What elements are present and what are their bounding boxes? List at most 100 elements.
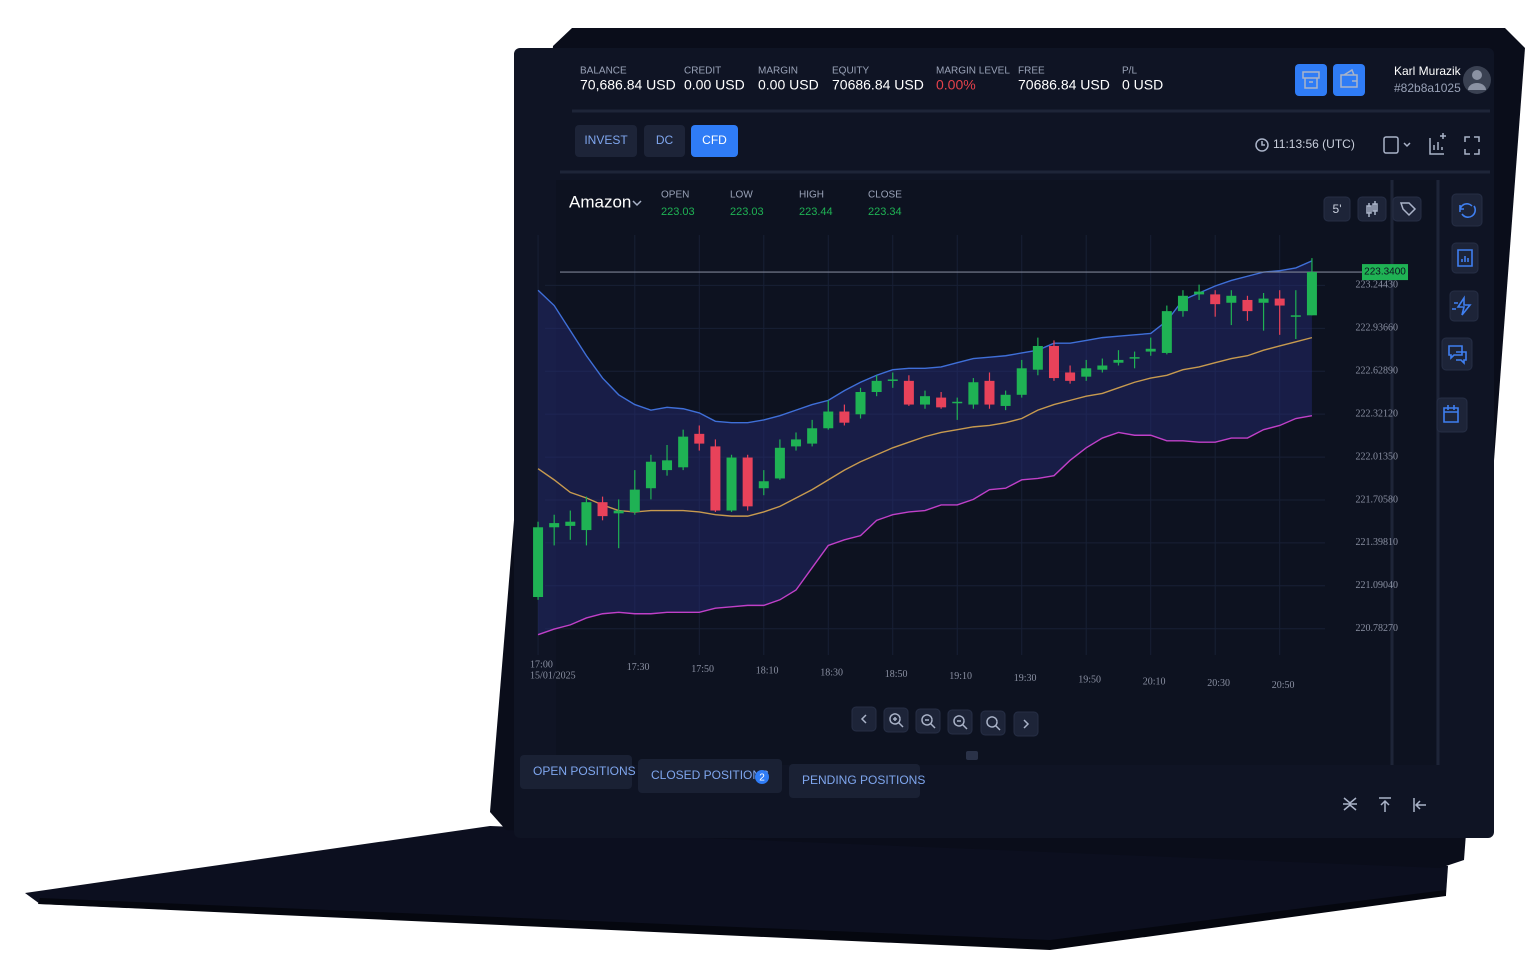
deposit-button[interactable] — [1295, 64, 1327, 96]
positions-tab[interactable] — [520, 755, 632, 789]
candle-body — [758, 481, 769, 489]
zoom-icon — [1023, 719, 1030, 729]
chart-type-button[interactable] — [1357, 196, 1387, 222]
x-tick-label: 18:30 — [820, 667, 843, 678]
stat-label: FREE — [1018, 66, 1045, 77]
candle-body — [1081, 368, 1092, 377]
candle-body — [1290, 315, 1301, 317]
candle-body — [533, 527, 544, 598]
stat-value: 0.00 USD — [758, 77, 819, 93]
avatar-body — [1468, 83, 1486, 90]
stat-value: 70,686.84 USD — [580, 77, 676, 93]
icon — [1302, 71, 1320, 89]
ohlc-label: LOW — [730, 190, 753, 201]
candle-body — [1097, 365, 1108, 370]
zoom-button[interactable] — [883, 707, 909, 733]
sidebar-button[interactable] — [1449, 290, 1479, 322]
fullscreen-button[interactable] — [1464, 136, 1480, 155]
sidebar-button[interactable] — [1451, 193, 1483, 227]
positions-tab[interactable] — [789, 764, 920, 798]
tab[interactable] — [575, 125, 637, 157]
expand-button[interactable] — [1379, 797, 1391, 812]
icon — [1457, 249, 1473, 267]
candle-body — [1048, 345, 1059, 379]
x-tick-label: 20:10 — [1143, 676, 1166, 687]
candle-body — [774, 447, 785, 479]
candle-body — [1194, 291, 1205, 295]
resize-handle[interactable] — [966, 751, 978, 760]
badge — [755, 770, 769, 784]
indicator-button[interactable] — [1429, 133, 1446, 155]
candle-body — [1016, 368, 1027, 395]
layout-button[interactable] — [1383, 136, 1399, 154]
sidebar-button[interactable] — [1436, 397, 1468, 433]
clock-icon — [1255, 138, 1269, 152]
wallet-button[interactable] — [1333, 64, 1365, 96]
tab[interactable] — [644, 125, 685, 157]
y-tick-label: 221.70580 — [1356, 494, 1399, 505]
positions-tab-label: OPEN POSITIONS — [533, 764, 636, 778]
icon — [1448, 345, 1467, 365]
zoom-button[interactable] — [980, 710, 1006, 736]
icon — [1366, 201, 1378, 217]
candle-body — [855, 392, 866, 415]
ohlc-value: 223.03 — [661, 206, 695, 218]
icon — [1452, 295, 1472, 316]
zoom-icon — [986, 716, 1001, 731]
candle-body — [597, 502, 608, 517]
stat-label: P/L — [1122, 66, 1137, 77]
candle-body — [1210, 294, 1221, 305]
price-tag-label: 223.3400 — [1364, 267, 1406, 278]
tab-label: DC — [656, 133, 674, 147]
positions-tab[interactable] — [638, 759, 782, 793]
stat-label: MARGIN — [758, 66, 798, 77]
tab-label: CFD — [702, 133, 727, 147]
x-tick-label: 20:30 — [1207, 678, 1230, 689]
zoom-button[interactable] — [1013, 711, 1039, 737]
y-tick-label: 222.32120 — [1356, 408, 1399, 419]
zoom-icon — [921, 714, 936, 729]
candle-body — [613, 510, 624, 514]
ohlc-label: OPEN — [661, 190, 689, 201]
candle-body — [565, 521, 576, 526]
candle-body — [1274, 298, 1285, 306]
collapse-button[interactable] — [1343, 797, 1357, 811]
candle-body — [984, 380, 995, 405]
ohlc-value: 223.03 — [730, 206, 764, 218]
candle-body — [1032, 345, 1043, 370]
icon — [1340, 68, 1358, 88]
candle-body — [1000, 394, 1011, 406]
icon — [1443, 405, 1459, 423]
symbol-title[interactable]: Amazon — [569, 192, 631, 211]
x-tick-label: 20:50 — [1272, 680, 1295, 691]
candle-body — [871, 380, 882, 393]
candle-body — [1129, 357, 1140, 359]
ohlc-label: CLOSE — [868, 190, 902, 201]
icon — [1459, 202, 1477, 218]
tab[interactable] — [691, 125, 738, 157]
positions-tab-label: CLOSED POSITIONS — [651, 768, 769, 782]
candle-body — [968, 382, 979, 405]
zoom-button[interactable] — [915, 708, 941, 734]
candle-body — [1258, 298, 1269, 303]
zoom-icon — [860, 714, 867, 724]
price-tag — [1362, 264, 1408, 281]
candle-body — [694, 433, 705, 444]
zoom-button[interactable] — [851, 706, 877, 732]
dock-button[interactable] — [1413, 798, 1426, 812]
sidebar-button[interactable] — [1441, 337, 1473, 371]
draw-button[interactable] — [1392, 196, 1422, 222]
candle-body — [678, 436, 689, 468]
zoom-button[interactable] — [947, 709, 973, 735]
stat-label: CREDIT — [684, 66, 721, 77]
y-tick-label: 221.09040 — [1356, 580, 1399, 591]
ohlc-label: HIGH — [799, 190, 824, 201]
interval-button[interactable] — [1323, 196, 1351, 222]
candle-body — [952, 401, 963, 404]
ohlc-value: 223.34 — [868, 206, 902, 218]
positions-tab-label: PENDING POSITIONS — [802, 773, 925, 787]
clock-hand — [1261, 141, 1265, 146]
zoom-icon — [953, 715, 968, 730]
band-line — [537, 415, 1313, 636]
candle-body — [791, 439, 802, 447]
